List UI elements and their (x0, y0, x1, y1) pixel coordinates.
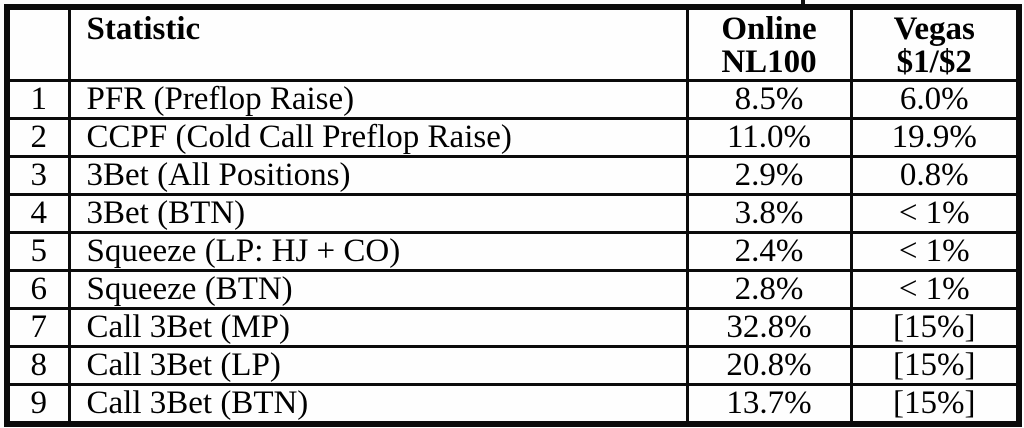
row-number-cell: 2 (5, 117, 71, 158)
row-vegas-value: < 1% (849, 269, 1021, 310)
table-row: 7 Call 3Bet (MP) 32.8% [15%] (5, 307, 1021, 348)
row-number-cell: 7 (5, 307, 71, 348)
table-header-row: Statistic Online NL100 Vegas $1/$2 (5, 5, 1021, 82)
row-online-value: 8.5% (685, 79, 853, 120)
row-vegas-value: [15%] (849, 345, 1021, 386)
table-row: 1 PFR (Preflop Raise) 8.5% 6.0% (5, 79, 1021, 120)
table-row: 9 Call 3Bet (BTN) 13.7% [15%] (5, 383, 1021, 426)
row-online-value: 20.8% (685, 345, 853, 386)
row-online-value: 11.0% (685, 117, 853, 158)
row-vegas-value: < 1% (849, 231, 1021, 272)
poker-statistics-table: Statistic Online NL100 Vegas $1/$2 1 PFR… (4, 4, 1022, 427)
row-vegas-value: 19.9% (849, 117, 1021, 158)
row-number-cell: 6 (5, 269, 71, 310)
row-statistic-cell: PFR (Preflop Raise) (67, 79, 689, 120)
row-number-cell: 9 (5, 383, 71, 426)
table-row: 4 3Bet (BTN) 3.8% < 1% (5, 193, 1021, 234)
row-statistic-cell: Squeeze (LP: HJ + CO) (67, 231, 689, 272)
row-online-value: 13.7% (685, 383, 853, 426)
table-row: 8 Call 3Bet (LP) 20.8% [15%] (5, 345, 1021, 386)
header-number-cell (5, 5, 71, 82)
row-number-cell: 5 (5, 231, 71, 272)
row-number-cell: 4 (5, 193, 71, 234)
table-row: 5 Squeeze (LP: HJ + CO) 2.4% < 1% (5, 231, 1021, 272)
row-statistic-cell: 3Bet (BTN) (67, 193, 689, 234)
row-number-cell: 8 (5, 345, 71, 386)
row-online-value: 2.8% (685, 269, 853, 310)
row-vegas-value: [15%] (849, 383, 1021, 426)
row-online-value: 3.8% (685, 193, 853, 234)
row-statistic-cell: CCPF (Cold Call Preflop Raise) (67, 117, 689, 158)
table-row: 2 CCPF (Cold Call Preflop Raise) 11.0% 1… (5, 117, 1021, 158)
row-statistic-cell: Call 3Bet (LP) (67, 345, 689, 386)
row-online-value: 2.9% (685, 155, 853, 196)
row-vegas-value: 6.0% (849, 79, 1021, 120)
row-statistic-cell: Call 3Bet (BTN) (67, 383, 689, 426)
row-statistic-cell: Call 3Bet (MP) (67, 307, 689, 348)
header-online-line1: Online (721, 11, 817, 47)
row-statistic-cell: Squeeze (BTN) (67, 269, 689, 310)
header-vegas-line1: Vegas (893, 11, 975, 47)
row-online-value: 32.8% (685, 307, 853, 348)
row-online-value: 2.4% (685, 231, 853, 272)
header-online-cell: Online NL100 (685, 5, 853, 82)
row-statistic-cell: 3Bet (All Positions) (67, 155, 689, 196)
row-vegas-value: 0.8% (849, 155, 1021, 196)
header-vegas-cell: Vegas $1/$2 (849, 5, 1021, 82)
header-online-line2: NL100 (721, 44, 817, 80)
row-number-cell: 3 (5, 155, 71, 196)
table-row: 3 3Bet (All Positions) 2.9% 0.8% (5, 155, 1021, 196)
row-vegas-value: < 1% (849, 193, 1021, 234)
row-vegas-value: [15%] (849, 307, 1021, 348)
table-row: 6 Squeeze (BTN) 2.8% < 1% (5, 269, 1021, 310)
row-number-cell: 1 (5, 79, 71, 120)
header-statistic-cell: Statistic (67, 5, 689, 82)
header-vegas-line2: $1/$2 (896, 44, 972, 80)
